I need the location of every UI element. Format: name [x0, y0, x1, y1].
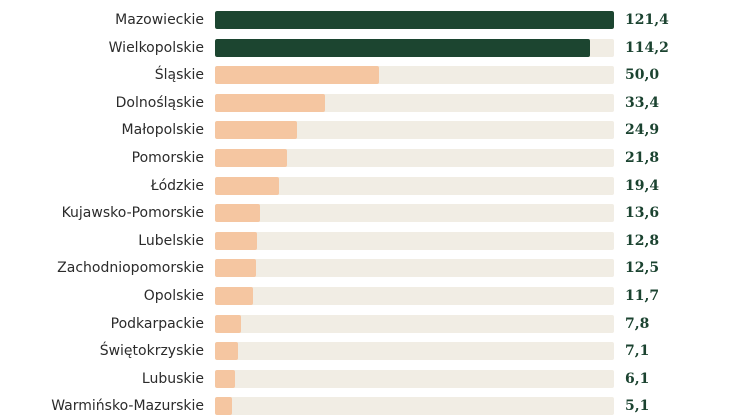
bar-row: Śląskie 50,0 — [0, 66, 737, 85]
category-label: Mazowieckie — [115, 12, 204, 28]
bar-row: Dolnośląskie 33,4 — [0, 93, 737, 112]
bar-row: Opolskie 11,7 — [0, 287, 737, 305]
bar-row: Podkarpackie 7,8 — [0, 314, 737, 333]
bar-row: Pomorskie 21,8 — [0, 149, 737, 167]
bar-track — [215, 176, 614, 195]
bar-track — [215, 369, 614, 388]
bar-row: Małopolskie 24,9 — [0, 121, 737, 140]
category-label: Warmińsko-Mazurskie — [51, 398, 204, 415]
value-label: 33,4 — [625, 94, 660, 111]
value-label: 50,0 — [625, 67, 660, 84]
bar-track — [215, 121, 614, 140]
value-label: 13,6 — [625, 205, 660, 222]
value-label: 114,2 — [625, 39, 669, 56]
category-label: Świętokrzyskie — [99, 343, 204, 360]
category-label: Lubelskie — [138, 232, 204, 249]
bar-track — [215, 11, 614, 29]
bar-row: Świętokrzyskie 7,1 — [0, 342, 737, 361]
bar-row: Łódzkie 19,4 — [0, 176, 737, 195]
value-label: 19,4 — [625, 177, 660, 194]
bar-row: Lubelskie 12,8 — [0, 231, 737, 250]
category-label: Małopolskie — [121, 122, 204, 139]
value-label: 5,1 — [625, 398, 650, 415]
bar — [215, 259, 257, 278]
bar — [215, 204, 260, 223]
bar — [215, 176, 279, 195]
value-label: 21,8 — [625, 150, 660, 166]
bar-track — [215, 231, 614, 250]
bar — [215, 66, 380, 85]
category-label: Kujawsko-Pomorskie — [61, 205, 204, 222]
bar-track — [215, 204, 614, 223]
bar-row: Warmińsko-Mazurskie 5,1 — [0, 397, 737, 416]
category-label: Wielkopolskie — [108, 39, 204, 56]
value-label: 6,1 — [625, 370, 650, 387]
bar-track — [215, 342, 614, 361]
category-label: Pomorskie — [131, 150, 204, 166]
category-label: Lubuskie — [141, 370, 204, 387]
bar-track — [215, 314, 614, 333]
bar — [215, 93, 325, 112]
category-label: Dolnośląskie — [115, 94, 204, 111]
category-label: Śląskie — [154, 67, 204, 84]
value-label: 7,1 — [625, 343, 650, 360]
category-label: Łódzkie — [150, 177, 204, 194]
bar-row: Wielkopolskie 114,2 — [0, 38, 737, 57]
bar-track — [215, 397, 614, 416]
bar-row: Kujawsko-Pomorskie 13,6 — [0, 204, 737, 223]
value-label: 12,5 — [625, 260, 660, 277]
bar — [215, 231, 258, 250]
bar-track — [215, 287, 614, 305]
bar-track — [215, 38, 614, 57]
category-label: Opolskie — [143, 288, 204, 304]
value-label: 11,7 — [625, 288, 660, 304]
bar-track — [215, 259, 614, 278]
bar — [215, 397, 232, 416]
bar-track — [215, 66, 614, 85]
bar — [215, 314, 241, 333]
value-label: 12,8 — [625, 232, 660, 249]
value-label: 7,8 — [625, 315, 650, 332]
category-label: Zachodniopomorskie — [57, 260, 204, 277]
bar — [215, 38, 591, 57]
bar — [215, 11, 614, 29]
value-label: 24,9 — [625, 122, 660, 139]
bar — [215, 369, 236, 388]
bar-row: Mazowieckie 121,4 — [0, 11, 737, 29]
bar-track — [215, 93, 614, 112]
bar — [215, 342, 239, 361]
bar-row: Zachodniopomorskie 12,5 — [0, 259, 737, 278]
bar — [215, 121, 297, 140]
bar — [215, 149, 287, 167]
category-label: Podkarpackie — [110, 315, 204, 332]
bar — [215, 287, 254, 305]
bar-row: Lubuskie 6,1 — [0, 369, 737, 388]
bar-track — [215, 149, 614, 167]
value-label: 121,4 — [625, 12, 669, 28]
